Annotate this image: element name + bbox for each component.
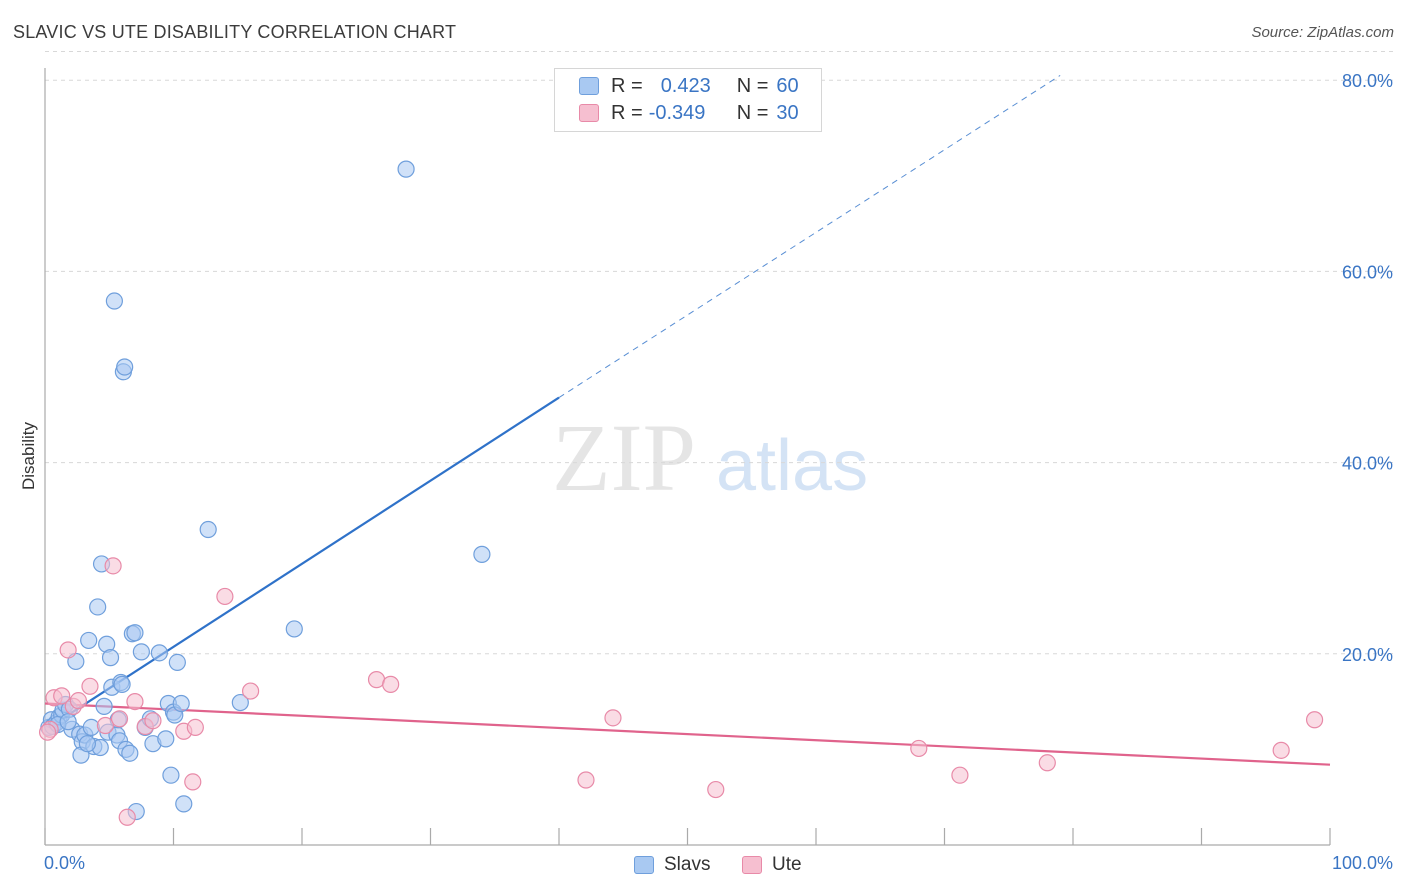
ute-point <box>126 692 144 711</box>
ute-point <box>104 557 122 575</box>
ute-point <box>910 739 928 758</box>
slavs-point <box>105 292 123 310</box>
ute-point <box>53 687 71 705</box>
ute-point <box>96 716 114 735</box>
slavs-point <box>199 520 217 539</box>
grid-lines <box>45 51 1394 655</box>
ute-point <box>38 723 57 741</box>
ute-point <box>1305 711 1324 729</box>
slavs-point <box>172 694 190 713</box>
slavs-trend-line <box>48 396 560 729</box>
ute-point <box>144 712 162 730</box>
slavs-point <box>150 644 168 662</box>
slavs-legend-label: Slavs <box>664 854 711 875</box>
y-tick-label: 60.0% <box>1342 262 1393 282</box>
slavs-point <box>231 693 249 712</box>
r-value: 0.423 <box>660 74 711 97</box>
slavs-point <box>162 766 180 784</box>
slavs-point <box>126 624 144 642</box>
slavs-trend-extension <box>558 74 1061 399</box>
ute-point <box>81 677 99 695</box>
slavs-legend-swatch <box>634 856 654 874</box>
slavs-point <box>132 643 150 661</box>
tick-labels: 20.0% 40.0% 60.0% 80.0% 0.0% 100.0% <box>44 71 1393 873</box>
ute-point <box>1038 754 1056 772</box>
n-value: 60 <box>776 74 799 97</box>
r-label: R = <box>611 74 643 97</box>
slavs-point <box>157 730 175 748</box>
slavs-point <box>101 649 120 667</box>
trend-lines <box>44 74 1331 766</box>
ute-point <box>59 641 77 659</box>
stats-legend: R = 0.423 N = 60 R = -0.349 N = 30 <box>554 68 822 132</box>
ute-legend-swatch <box>742 856 762 874</box>
ute-point <box>382 675 400 693</box>
axes <box>44 68 1331 846</box>
watermark-zip: ZIP <box>552 404 696 511</box>
source-credit: Source: ZipAtlas.com <box>1251 24 1394 41</box>
y-axis-label: Disability <box>19 421 38 490</box>
ute-point <box>184 773 202 791</box>
slavs-point <box>89 598 107 616</box>
slavs-point <box>285 620 303 638</box>
n-label: N = <box>736 101 769 124</box>
watermark-atlas: atlas <box>716 426 868 506</box>
slavs-point <box>473 545 491 563</box>
ute-legend-label: Ute <box>772 854 802 875</box>
n-value: 30 <box>776 101 799 124</box>
r-label: R = <box>611 101 643 124</box>
legend-item-ute: Ute <box>742 852 802 878</box>
ute-point <box>1272 741 1290 759</box>
data-points <box>38 160 1324 826</box>
n-label: N = <box>736 74 769 97</box>
slavs-point <box>82 718 100 737</box>
y-tick-label: 20.0% <box>1342 645 1393 665</box>
slavs-point <box>168 653 186 672</box>
ute-point <box>216 587 234 606</box>
slavs-point <box>59 713 77 731</box>
ute-point <box>951 766 969 784</box>
slavs-point <box>121 744 139 762</box>
slavs-swatch <box>579 77 599 95</box>
slavs-point <box>95 697 113 715</box>
legend-item-slavs: Slavs <box>634 852 710 878</box>
ute-point <box>186 718 204 737</box>
stats-row-slavs: R = 0.423 N = 60 <box>579 73 799 99</box>
ute-point <box>707 780 725 799</box>
slavs-point <box>397 160 415 178</box>
ute-point <box>118 808 136 826</box>
slavs-point <box>80 631 98 650</box>
y-tick-label: 80.0% <box>1342 71 1393 91</box>
x-tick-label: 100.0% <box>1332 853 1393 873</box>
ute-point <box>604 709 622 727</box>
y-tick-label: 40.0% <box>1342 454 1393 474</box>
ute-swatch <box>579 104 599 122</box>
slavs-point <box>116 358 134 376</box>
ute-point <box>110 710 129 728</box>
r-value: -0.349 <box>648 101 706 124</box>
ute-point <box>242 682 260 700</box>
ute-trend-line <box>44 702 1331 766</box>
ute-point <box>69 692 88 710</box>
chart-title: SLAVIC VS UTE DISABILITY CORRELATION CHA… <box>13 22 457 42</box>
slavs-point <box>175 795 193 813</box>
x-tick-label: 0.0% <box>44 853 85 873</box>
ute-point <box>577 771 595 789</box>
slavs-point <box>113 675 131 693</box>
stats-row-ute: R = -0.349 N = 30 <box>579 100 799 126</box>
slavs-point <box>78 735 97 753</box>
